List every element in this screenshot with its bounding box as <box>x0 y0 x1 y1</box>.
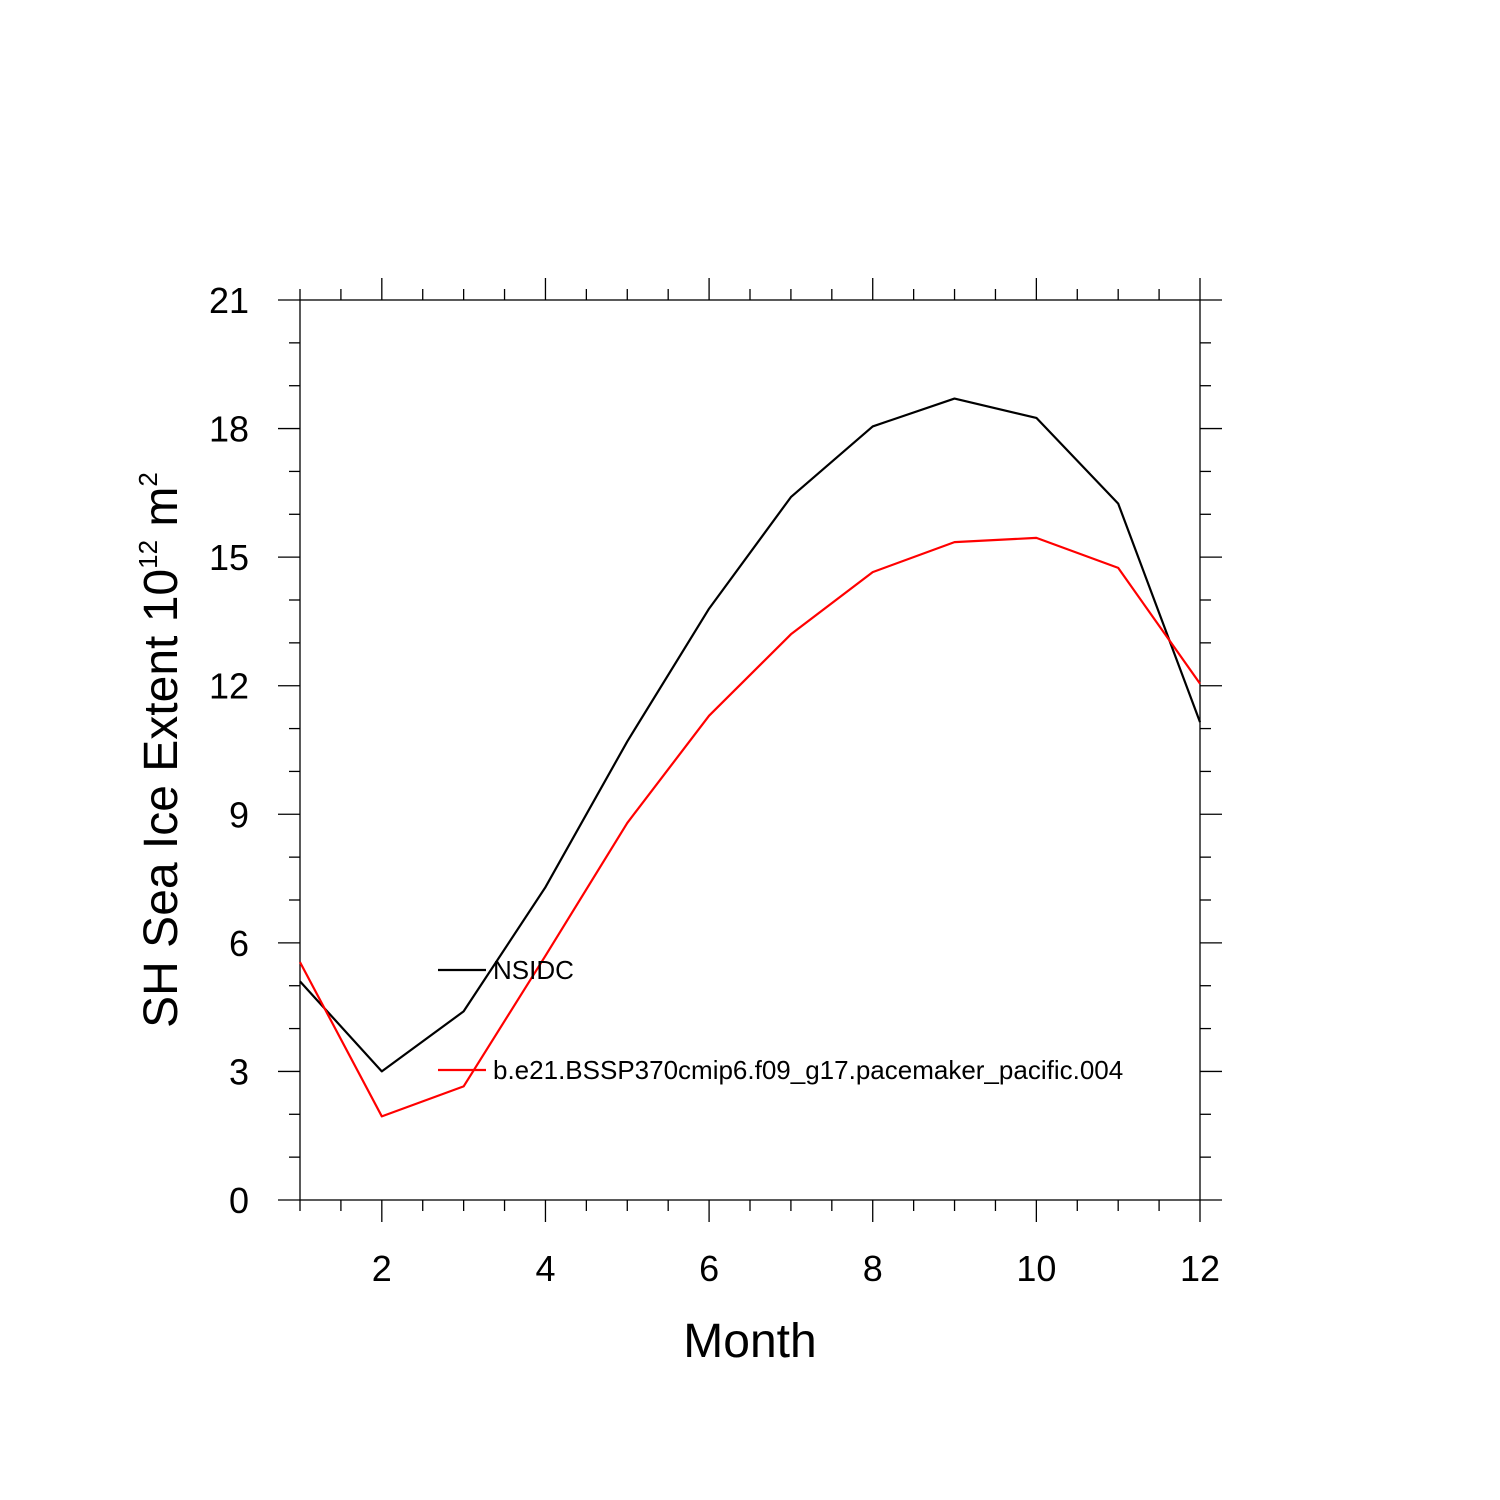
x-axis-title: Month <box>683 1315 816 1368</box>
legend-label: b.e21.BSSP370cmip6.f09_g17.pacemaker_pac… <box>493 1055 1123 1085</box>
y-tick-label: 18 <box>209 409 249 450</box>
y-tick-label: 12 <box>209 666 249 707</box>
series-line-2 <box>299 536 1201 1118</box>
x-tick-labels: 2 4 6 8 10 12 <box>372 1248 1220 1289</box>
x-tick-label: 10 <box>1016 1248 1056 1289</box>
series-lines <box>299 397 1202 1118</box>
x-tick-label: 2 <box>372 1248 392 1289</box>
y-axis-title-text: SH Sea Ice Extent 10 <box>135 569 188 1028</box>
y-tick-label: 0 <box>229 1180 249 1221</box>
x-tick-label: 6 <box>699 1248 719 1289</box>
y-tick-label: 3 <box>229 1051 249 1092</box>
axis-ticks <box>278 278 1222 1222</box>
y-tick-label: 21 <box>209 280 249 321</box>
y-axis-title-exponent: 12 <box>133 540 163 569</box>
series-line-1 <box>299 397 1202 1073</box>
x-tick-label: 4 <box>535 1248 555 1289</box>
x-tick-label: 12 <box>1180 1248 1220 1289</box>
plot-frame <box>299 299 1201 1201</box>
y-tick-label: 15 <box>209 537 249 578</box>
y-tick-label: 6 <box>229 923 249 964</box>
legend-label: NSIDC <box>493 955 574 985</box>
y-axis-title-unit-exponent: 2 <box>133 472 163 486</box>
y-tick-labels: 0 3 6 9 12 15 18 21 <box>209 280 249 1221</box>
y-axis-title-unit: m <box>135 487 188 540</box>
legend: NSIDC b.e21.BSSP370cmip6.f09_g17.pacemake… <box>438 955 1123 1085</box>
x-tick-label: 8 <box>863 1248 883 1289</box>
y-axis-title: SH Sea Ice Extent 1012 m2 <box>133 472 188 1028</box>
y-tick-label: 9 <box>229 794 249 835</box>
